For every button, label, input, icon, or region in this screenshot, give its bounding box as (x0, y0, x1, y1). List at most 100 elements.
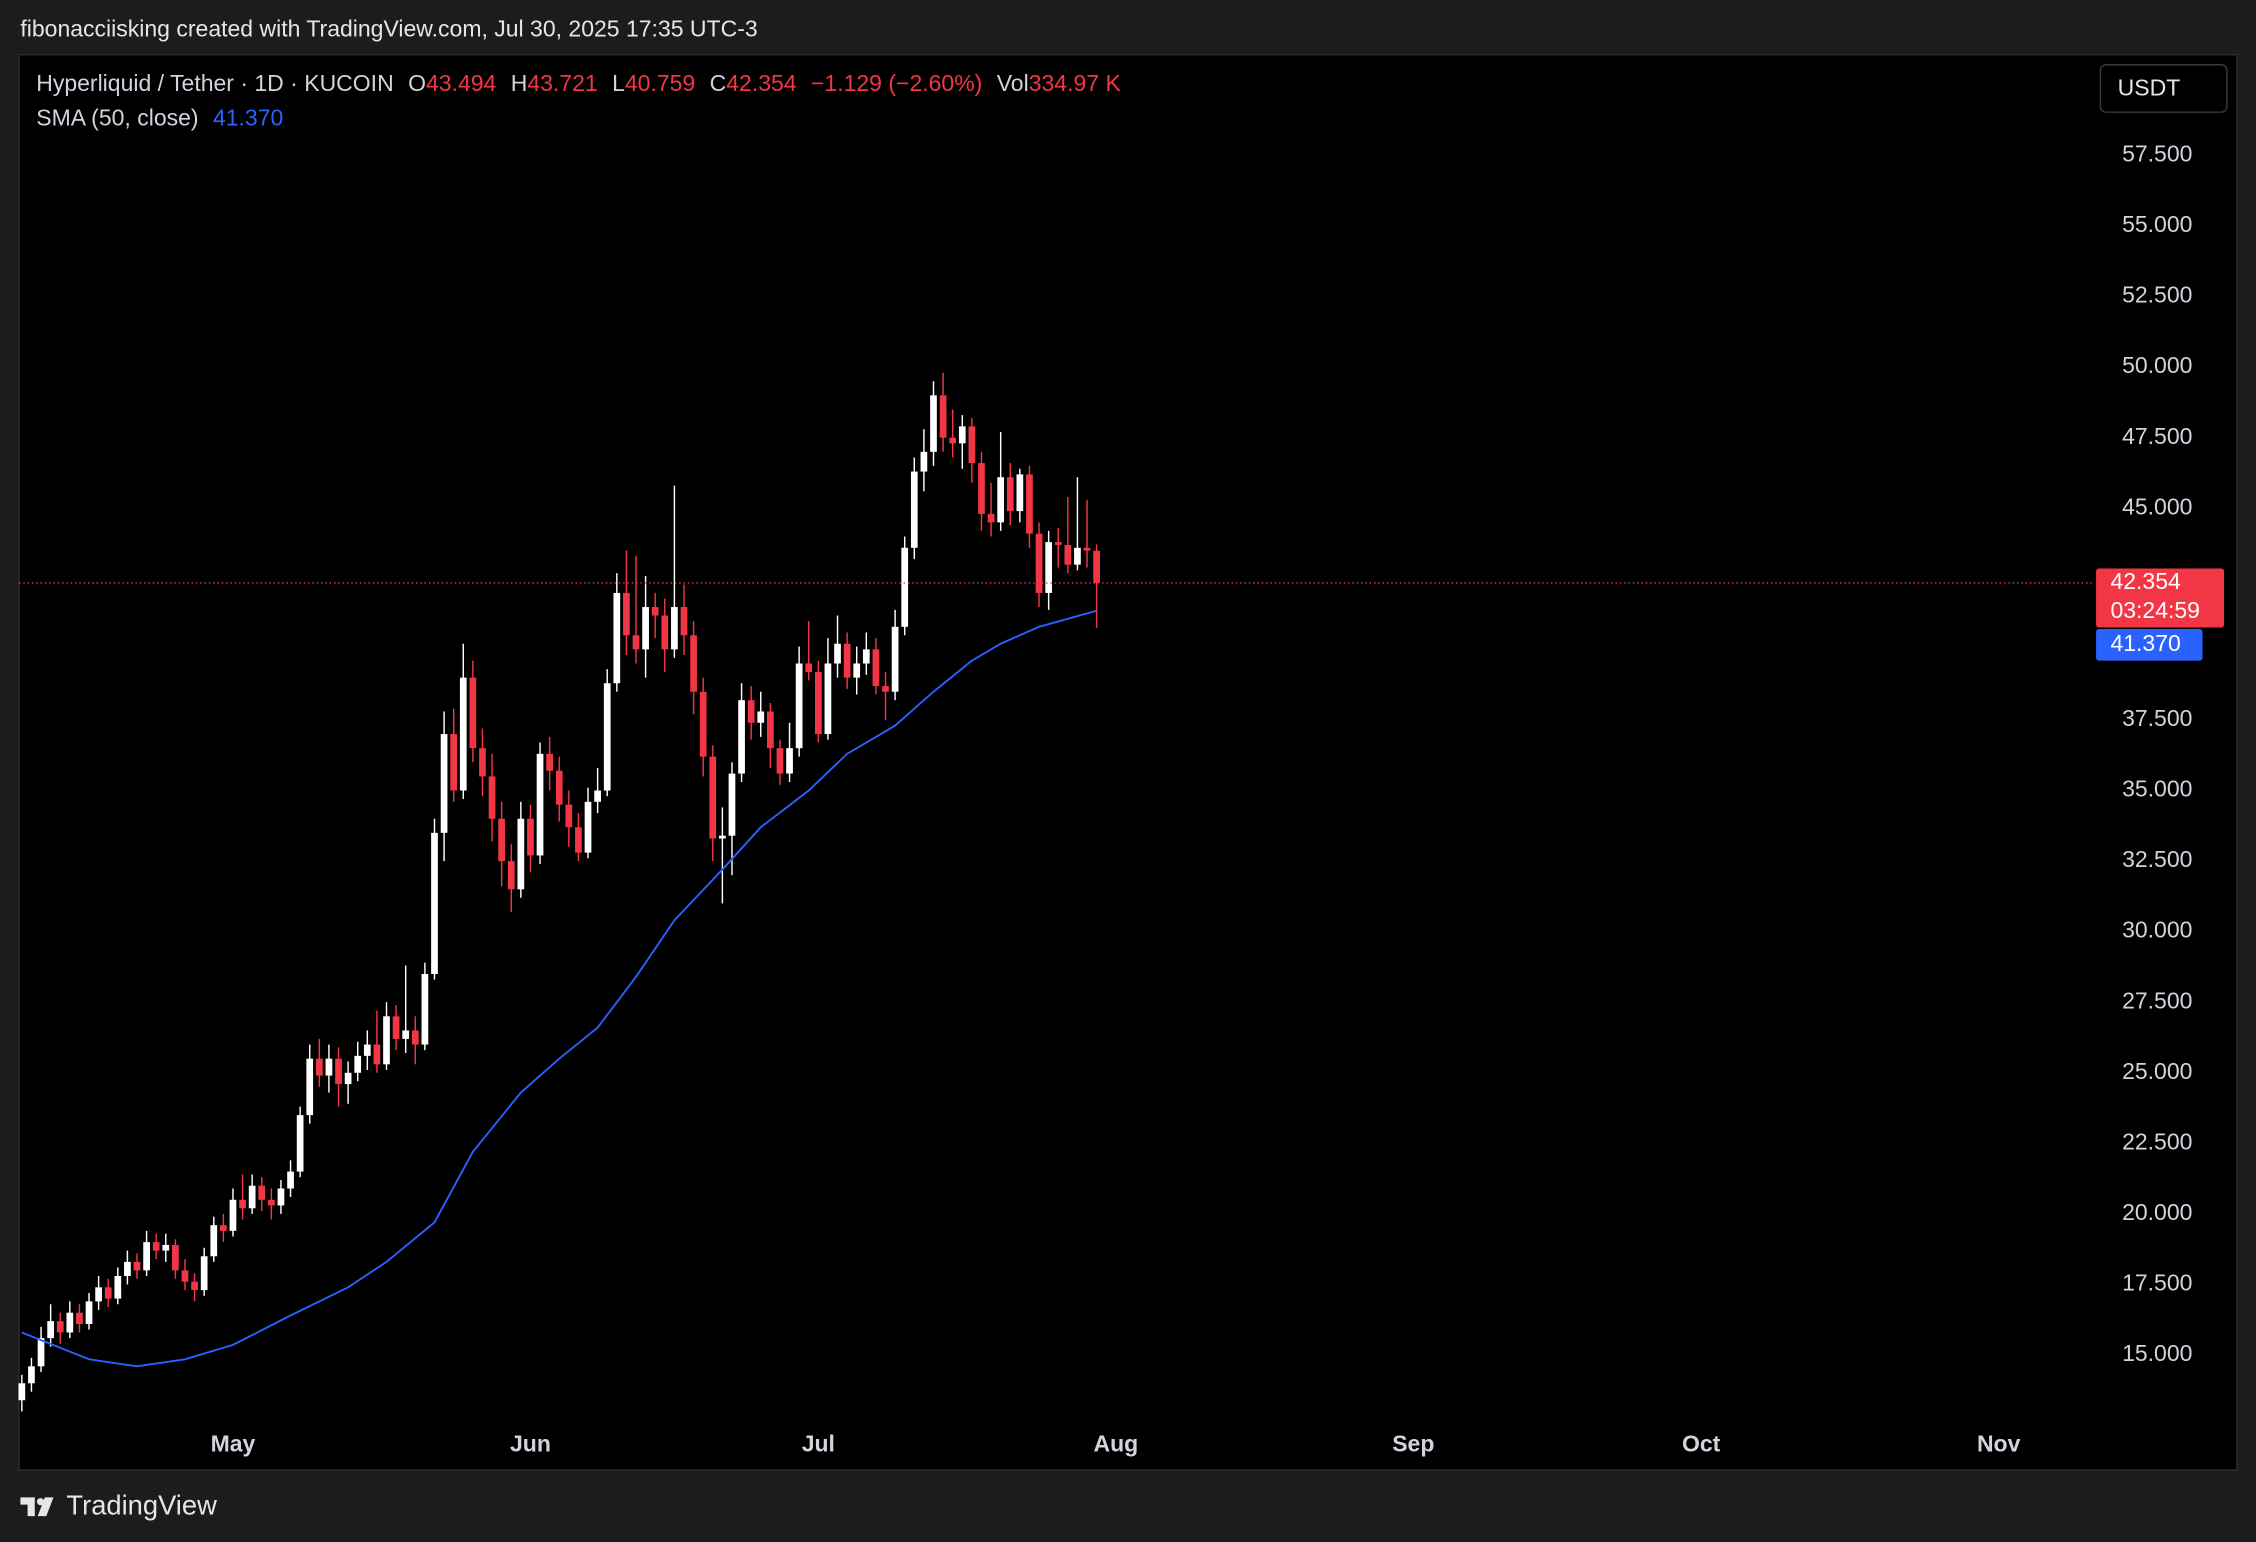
footer-logo (20, 1497, 54, 1517)
candle-body (373, 1044, 381, 1065)
candle-body (229, 1199, 237, 1231)
legend-change: −1.129 (−2.60%) (811, 70, 982, 96)
y-tick-label: 35.000 (2122, 776, 2192, 802)
logo-icon (20, 1497, 54, 1517)
candle-body (181, 1270, 189, 1282)
candle-body (910, 471, 918, 548)
candle-body (795, 663, 803, 749)
candle-body (546, 753, 553, 771)
candle-body (1054, 542, 1062, 545)
y-tick-label: 37.500 (2122, 705, 2192, 731)
candle-body (834, 643, 841, 664)
candle-body (690, 635, 697, 692)
candle-body (738, 700, 745, 774)
candle-body (325, 1058, 333, 1076)
logo-dot (36, 1498, 45, 1506)
x-tick-label: Aug (1093, 1431, 1138, 1457)
candle-body (114, 1276, 122, 1299)
y-tick-label: 47.500 (2122, 423, 2192, 449)
candle-body (66, 1312, 74, 1333)
candle-body (920, 451, 928, 472)
sma-label-box (2096, 628, 2203, 661)
candle-body (239, 1199, 246, 1209)
y-tick-label: 45.000 (2122, 493, 2192, 519)
candle-body (814, 671, 822, 735)
candle-body (498, 818, 506, 862)
candle-body (968, 426, 976, 464)
legend-label: L (612, 70, 625, 96)
candle-body (220, 1225, 227, 1231)
x-tick-label: Nov (1977, 1431, 2021, 1457)
candle-body (124, 1261, 131, 1277)
candle-body (958, 426, 966, 444)
candle-body (603, 683, 611, 791)
candle-body (719, 835, 726, 839)
candle-body (680, 607, 688, 636)
candle-body (997, 477, 1005, 523)
candle-body (421, 973, 429, 1045)
y-tick-label: 20.000 (2122, 1199, 2192, 1225)
candle-body (805, 663, 813, 672)
y-tick-label: 55.000 (2122, 211, 2192, 237)
currency-label[interactable]: USDT (2118, 74, 2181, 100)
candle-body (344, 1072, 352, 1085)
candle-body (757, 711, 765, 723)
candle-body (277, 1188, 285, 1206)
candle-body (661, 615, 669, 650)
candle-body (1016, 474, 1024, 512)
candle-body (469, 677, 477, 749)
candle-body (949, 437, 957, 444)
legend-label: C (710, 70, 727, 96)
candle-body (402, 1030, 410, 1039)
candle-body (584, 801, 592, 853)
legend-value: 43.721 (527, 70, 597, 96)
candle-body (642, 607, 649, 650)
candle-body (1006, 477, 1014, 512)
candle-body (824, 663, 832, 735)
candle-body (210, 1225, 218, 1257)
candle-body (363, 1044, 371, 1056)
x-tick-label: Oct (1682, 1431, 1721, 1457)
candle-body (200, 1256, 208, 1291)
candles (18, 372, 1100, 1412)
candle-body (162, 1244, 170, 1251)
candle-body (565, 804, 573, 828)
y-tick-label: 27.500 (2122, 987, 2192, 1013)
candle-body (459, 677, 467, 791)
candle-body (901, 547, 909, 627)
candle-body (1035, 533, 1043, 593)
candle-body (479, 748, 486, 777)
sma-label: 41.370 (2110, 630, 2180, 656)
legend-label: O (408, 70, 426, 96)
candle-body (939, 395, 947, 438)
candle-body (891, 626, 899, 692)
candle-body (152, 1242, 160, 1251)
chart-panel (18, 53, 2238, 1471)
candle-body (786, 748, 793, 774)
y-tick-label: 30.000 (2122, 917, 2192, 943)
candle-body (843, 643, 851, 678)
candle-body (776, 748, 784, 774)
candle-body (594, 790, 601, 802)
candle-body (555, 770, 563, 805)
candle-body (1083, 547, 1091, 551)
candle-body (450, 734, 458, 791)
candle-body (296, 1115, 304, 1172)
candle-body (709, 756, 717, 839)
candle-body (191, 1281, 198, 1291)
candle-body (18, 1383, 26, 1401)
candle-body (747, 700, 755, 723)
candle-body (699, 691, 707, 757)
sma-legend: SMA (50, close) 41.370 (36, 104, 283, 130)
currency-button[interactable] (2099, 64, 2228, 113)
candle-body (56, 1321, 64, 1333)
sma-line (21, 609, 1097, 1368)
candle-body (172, 1244, 179, 1271)
candle-body (37, 1338, 45, 1367)
price-label: 42.354 (2110, 568, 2181, 594)
x-tick-label: Jul (802, 1431, 835, 1457)
candle-body (104, 1287, 112, 1299)
brand: TradingView (66, 1490, 217, 1521)
candle-body (862, 649, 870, 664)
